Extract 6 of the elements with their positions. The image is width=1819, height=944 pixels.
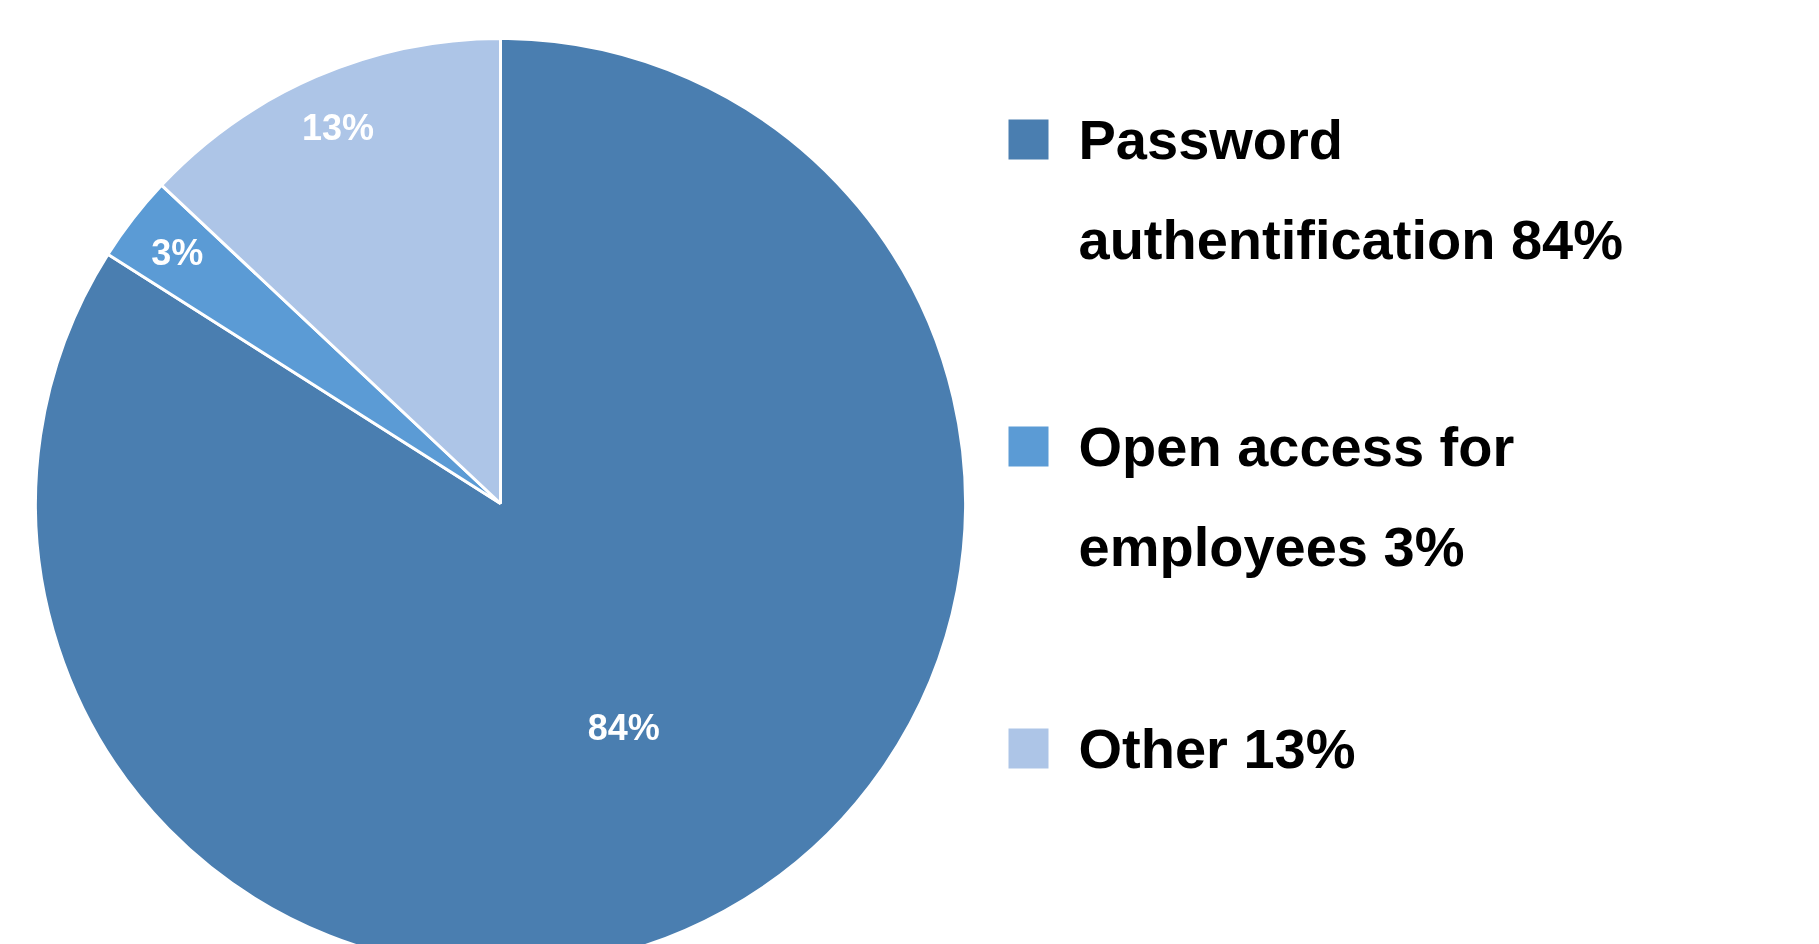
data-label: 3% xyxy=(151,232,204,274)
data-label: 13% xyxy=(301,107,375,149)
legend-label: Open access for employees 3% xyxy=(1078,414,1515,579)
legend-label: Password authentification 84% xyxy=(1078,107,1624,272)
data-label: 84% xyxy=(587,707,660,749)
legend-label: Other 13% xyxy=(1078,716,1356,780)
